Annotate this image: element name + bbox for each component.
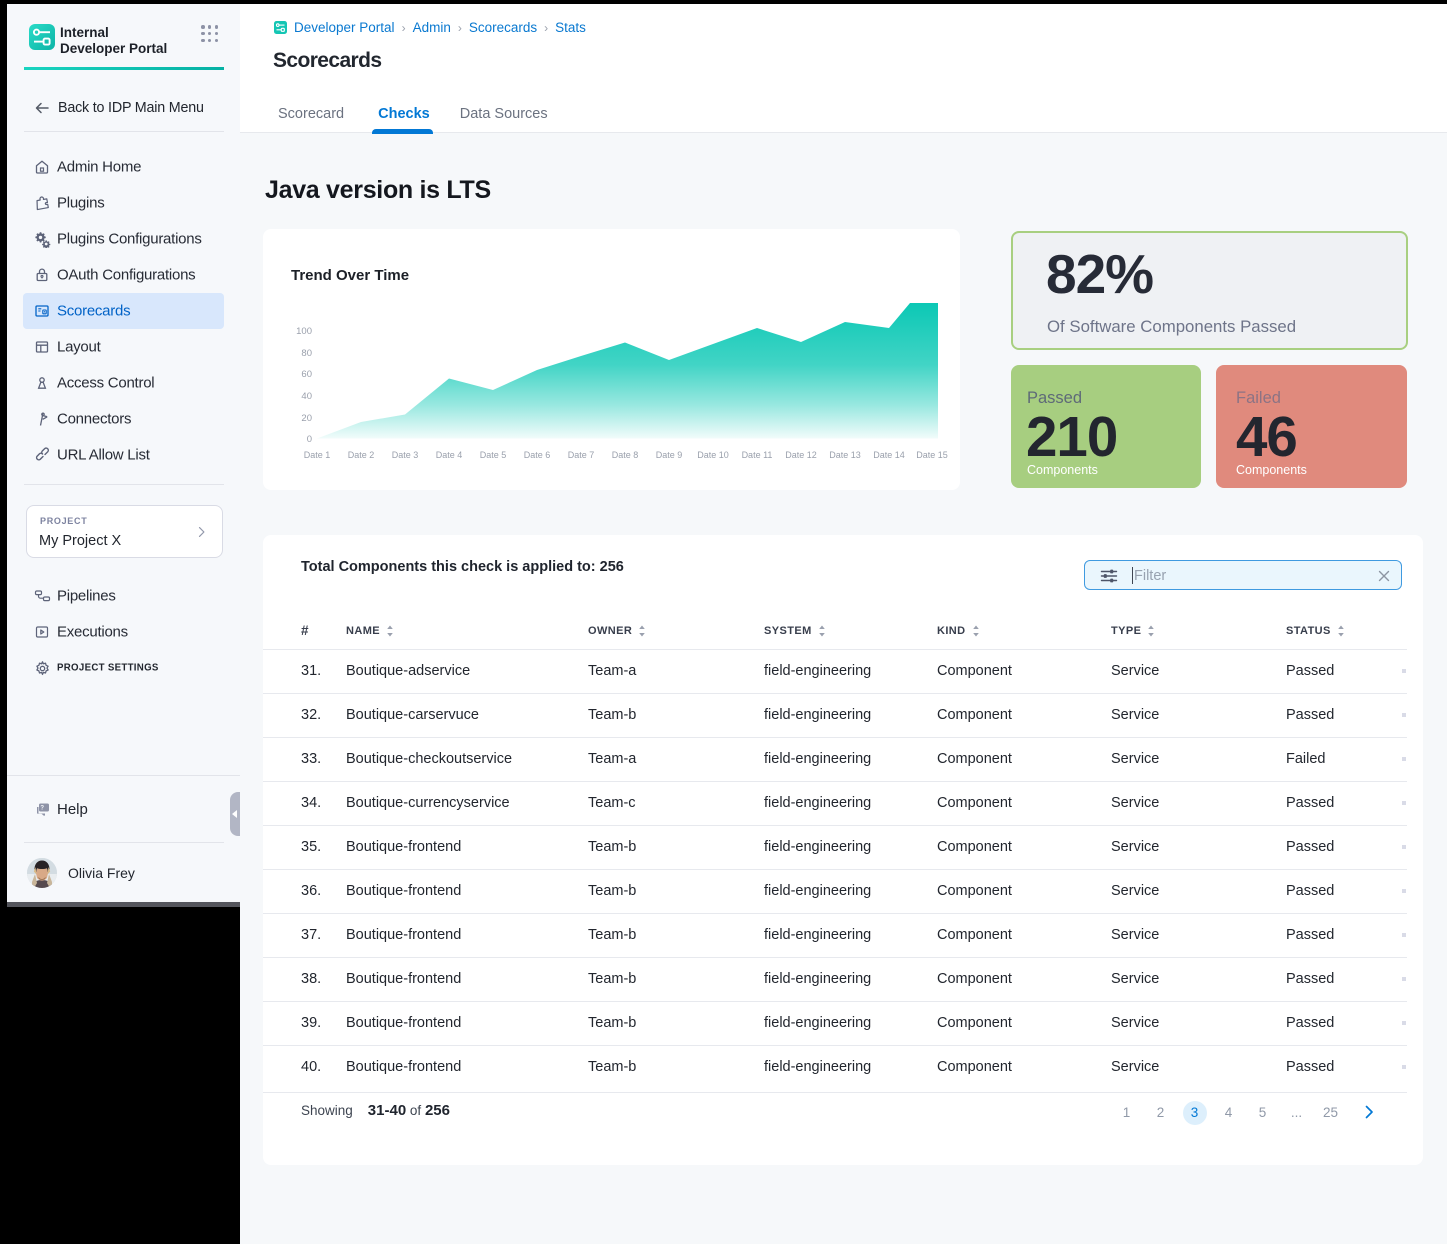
svg-text:Date 8: Date 8: [612, 450, 639, 460]
svg-text:Date 5: Date 5: [480, 450, 507, 460]
svg-text:Date 1: Date 1: [304, 450, 331, 460]
svg-text:Date 3: Date 3: [392, 450, 419, 460]
svg-text:Date 2: Date 2: [348, 450, 375, 460]
svg-text:60: 60: [301, 369, 312, 380]
svg-text:40: 40: [301, 391, 312, 402]
svg-text:0: 0: [307, 434, 312, 445]
svg-text:Date 12: Date 12: [785, 450, 817, 460]
svg-text:Date 4: Date 4: [436, 450, 463, 460]
svg-text:Date 15: Date 15: [916, 450, 948, 460]
svg-text:20: 20: [301, 413, 312, 424]
svg-text:Date 7: Date 7: [568, 450, 595, 460]
svg-text:Date 14: Date 14: [873, 450, 905, 460]
svg-text:100: 100: [296, 326, 312, 337]
svg-text:80: 80: [301, 348, 312, 359]
svg-text:Date 6: Date 6: [524, 450, 551, 460]
svg-text:Date 10: Date 10: [697, 450, 729, 460]
svg-text:Date 11: Date 11: [742, 450, 773, 460]
svg-text:Date 13: Date 13: [829, 450, 861, 460]
svg-text:?: ?: [40, 806, 44, 812]
svg-text:Date 9: Date 9: [656, 450, 683, 460]
